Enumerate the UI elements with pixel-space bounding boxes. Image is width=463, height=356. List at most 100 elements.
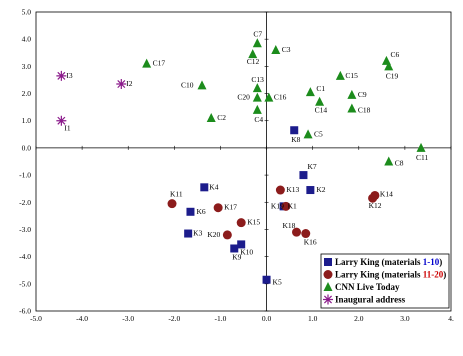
legend-entry-2: Larry King (materials 11-20) <box>335 270 446 280</box>
point-label-c17: C17 <box>153 59 166 68</box>
point-label-c1: C1 <box>316 84 325 93</box>
point-label-k1: K1 <box>288 201 297 210</box>
point-label-k17: K17 <box>224 203 237 212</box>
point-label-c12: C12 <box>247 57 260 66</box>
point-label-c6: C6 <box>390 50 399 59</box>
point-k9 <box>230 244 239 253</box>
y-tick-label: -2.0 <box>19 198 31 207</box>
point-label-k10: K10 <box>240 247 253 256</box>
point-label-c9: C9 <box>358 90 367 99</box>
x-tick-label: -5.0 <box>30 314 42 323</box>
y-tick-label: -1.0 <box>19 171 31 180</box>
point-i3 <box>56 70 67 81</box>
point-label-c14: C14 <box>315 106 328 115</box>
point-k15 <box>236 218 246 228</box>
point-k8 <box>290 126 299 135</box>
y-tick-label: 0.0 <box>22 143 32 152</box>
point-label-k3: K3 <box>193 229 202 238</box>
point-label-k6: K6 <box>196 207 205 216</box>
point-label-c2: C2 <box>217 113 226 122</box>
point-c13 <box>252 83 262 93</box>
y-tick-label: 1.0 <box>22 116 32 125</box>
point-c8 <box>384 156 394 166</box>
point-c5 <box>303 129 313 139</box>
point-c3 <box>271 45 281 55</box>
point-label-c13: C13 <box>251 75 264 84</box>
x-tick-label: 4. <box>448 314 454 323</box>
point-label-c18: C18 <box>358 105 371 114</box>
point-c11 <box>416 142 426 152</box>
point-c20 <box>252 92 262 102</box>
point-label-i2: I2 <box>126 79 132 88</box>
x-tick-label: 0.0 <box>262 314 272 323</box>
x-tick-label: 1.0 <box>308 314 318 323</box>
legend-marker-1 <box>324 258 332 266</box>
point-label-k13: K13 <box>286 185 299 194</box>
x-tick-label: 2.0 <box>354 314 364 323</box>
point-c19 <box>384 61 394 71</box>
point-c1 <box>305 87 315 97</box>
point-c16 <box>264 92 274 102</box>
point-label-k8: K8 <box>291 135 300 144</box>
point-k16 <box>301 229 311 239</box>
point-k14 <box>370 190 380 200</box>
point-c18 <box>347 103 357 113</box>
point-k3 <box>184 229 193 238</box>
x-tick-label: -2.0 <box>168 314 180 323</box>
point-label-k7: K7 <box>307 162 316 171</box>
legend-entry-4: Inaugural address <box>335 295 406 305</box>
x-tick-label: -4.0 <box>76 314 88 323</box>
point-k2 <box>306 186 315 195</box>
point-label-i1: I1 <box>64 124 70 133</box>
point-label-c4: C4 <box>254 115 263 124</box>
point-label-c16: C16 <box>274 93 287 102</box>
point-label-k9: K9 <box>232 252 241 261</box>
point-k10 <box>237 240 246 249</box>
point-c4 <box>252 104 262 114</box>
point-c9 <box>347 89 357 99</box>
point-label-c19: C19 <box>386 71 399 80</box>
tick-labels: -5.0 -4.0 -3.0 -2.0 -1.0 0.0 1.0 2.0 3.0 4. 5.0 4.0… <box>19 8 454 324</box>
point-c10 <box>197 80 207 90</box>
point-label-c5: C5 <box>314 129 323 138</box>
point-label-k11: K11 <box>170 190 183 199</box>
point-k6 <box>186 207 195 216</box>
point-i1 <box>56 115 67 126</box>
point-c12 <box>248 49 258 59</box>
legend: Larry King (materials 1-10) Larry King (m… <box>320 253 450 309</box>
y-tick-label: -6.0 <box>19 307 31 316</box>
point-label-k16: K16 <box>304 238 317 247</box>
point-k5 <box>262 275 271 284</box>
point-label-c20: C20 <box>237 93 250 102</box>
point-label-k14: K14 <box>380 189 393 198</box>
data-points <box>56 38 426 284</box>
y-tick-label: 4.0 <box>22 35 32 44</box>
point-label-k2: K2 <box>316 185 325 194</box>
legend-marker-4 <box>323 294 333 305</box>
point-k7 <box>299 171 308 180</box>
legend-entry-1: Larry King (materials 1-10) <box>335 257 442 267</box>
point-k11 <box>167 199 177 209</box>
point-i2 <box>116 79 127 90</box>
point-k19 <box>281 201 291 211</box>
point-k18 <box>292 227 302 237</box>
point-k20 <box>222 230 232 240</box>
point-label-k19: K19 <box>271 201 284 210</box>
point-k17 <box>213 203 223 213</box>
point-label-c7: C7 <box>253 29 262 38</box>
point-label-k5: K5 <box>273 278 282 287</box>
legend-box <box>320 253 450 309</box>
point-label-k15: K15 <box>247 218 260 227</box>
point-c2 <box>206 113 216 123</box>
legend-entry-3: CNN Live Today <box>335 282 400 292</box>
point-c14 <box>315 96 325 106</box>
point-label-c15: C15 <box>345 71 358 80</box>
point-c7 <box>252 38 262 48</box>
x-tick-label: -3.0 <box>122 314 134 323</box>
legend-marker-3 <box>323 282 333 291</box>
point-c17 <box>142 58 152 68</box>
y-tick-label: 3.0 <box>22 62 32 71</box>
y-tick-label: 2.0 <box>22 89 32 98</box>
